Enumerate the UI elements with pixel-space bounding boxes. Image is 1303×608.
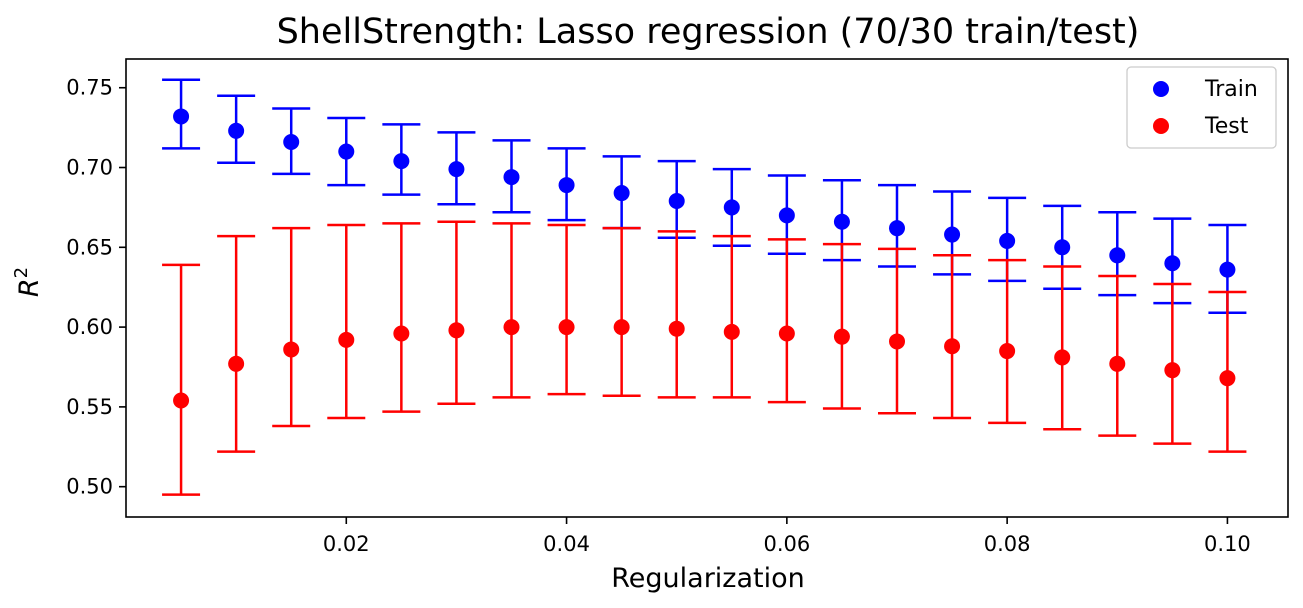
train-point-8 — [613, 185, 630, 202]
test-point-8 — [613, 319, 630, 336]
x-axis-label: Regularization — [611, 563, 805, 594]
train-point-11 — [778, 207, 795, 224]
legend: Train Test — [1126, 66, 1277, 149]
axis-ticks: 0.02 0.04 0.06 0.08 0.10 0.50 0.55 0.60 0.65 0.70… — [66, 76, 1251, 556]
test-point-19 — [1219, 370, 1236, 387]
train-point-7 — [558, 177, 575, 194]
test-point-5 — [448, 322, 465, 339]
test-point-1 — [228, 355, 245, 372]
test-point-18 — [1164, 362, 1181, 379]
x-tick-label-4: 0.10 — [1204, 532, 1251, 556]
legend-test-marker — [1153, 118, 1169, 134]
train-point-13 — [888, 220, 905, 237]
train-point-1 — [228, 122, 245, 139]
plot-marks — [162, 78, 1247, 496]
test-point-2 — [283, 341, 300, 358]
train-point-14 — [944, 226, 961, 243]
train-point-17 — [1109, 247, 1126, 264]
test-point-6 — [503, 319, 520, 336]
test-point-9 — [668, 320, 685, 337]
train-point-10 — [723, 199, 740, 216]
train-point-0 — [173, 108, 190, 125]
test-point-10 — [723, 323, 740, 340]
train-point-18 — [1164, 255, 1181, 272]
y-tick-label-5: 0.75 — [66, 76, 113, 100]
plot-frame — [125, 58, 1289, 518]
train-point-5 — [448, 161, 465, 178]
test-point-0 — [173, 392, 190, 409]
x-tick-label-2: 0.06 — [763, 532, 810, 556]
test-point-17 — [1109, 355, 1126, 372]
train-point-4 — [393, 153, 410, 170]
y-axis-label-symbol: R — [14, 278, 45, 297]
train-point-19 — [1219, 261, 1236, 278]
test-point-4 — [393, 325, 410, 342]
test-point-14 — [944, 338, 961, 355]
train-point-9 — [668, 193, 685, 210]
train-point-12 — [833, 213, 850, 230]
train-point-3 — [338, 143, 355, 160]
test-point-13 — [888, 333, 905, 350]
x-tick-label-3: 0.08 — [984, 532, 1031, 556]
train-point-16 — [1054, 239, 1071, 256]
legend-train-marker — [1153, 81, 1169, 97]
train-point-15 — [999, 232, 1016, 249]
y-tick-label-2: 0.60 — [66, 315, 113, 339]
y-axis-label-superscript: 2 — [11, 267, 32, 278]
y-tick-label-3: 0.65 — [66, 235, 113, 259]
test-point-11 — [778, 325, 795, 342]
x-tick-label-0: 0.02 — [323, 532, 370, 556]
y-tick-label-4: 0.70 — [66, 156, 113, 180]
y-tick-label-1: 0.55 — [66, 395, 113, 419]
test-point-3 — [338, 331, 355, 348]
y-tick-label-0: 0.50 — [66, 475, 113, 499]
y-axis-label: R2 — [11, 267, 45, 297]
legend-test-label: Test — [1204, 114, 1249, 139]
test-point-16 — [1054, 349, 1071, 366]
train-point-6 — [503, 169, 520, 186]
legend-train-label: Train — [1204, 77, 1258, 102]
chart-title: ShellStrength: Lasso regression (70/30 t… — [277, 12, 1140, 52]
train-point-2 — [283, 133, 300, 150]
test-point-12 — [833, 328, 850, 345]
test-point-15 — [999, 343, 1016, 360]
test-point-7 — [558, 319, 575, 336]
x-tick-label-1: 0.04 — [543, 532, 590, 556]
